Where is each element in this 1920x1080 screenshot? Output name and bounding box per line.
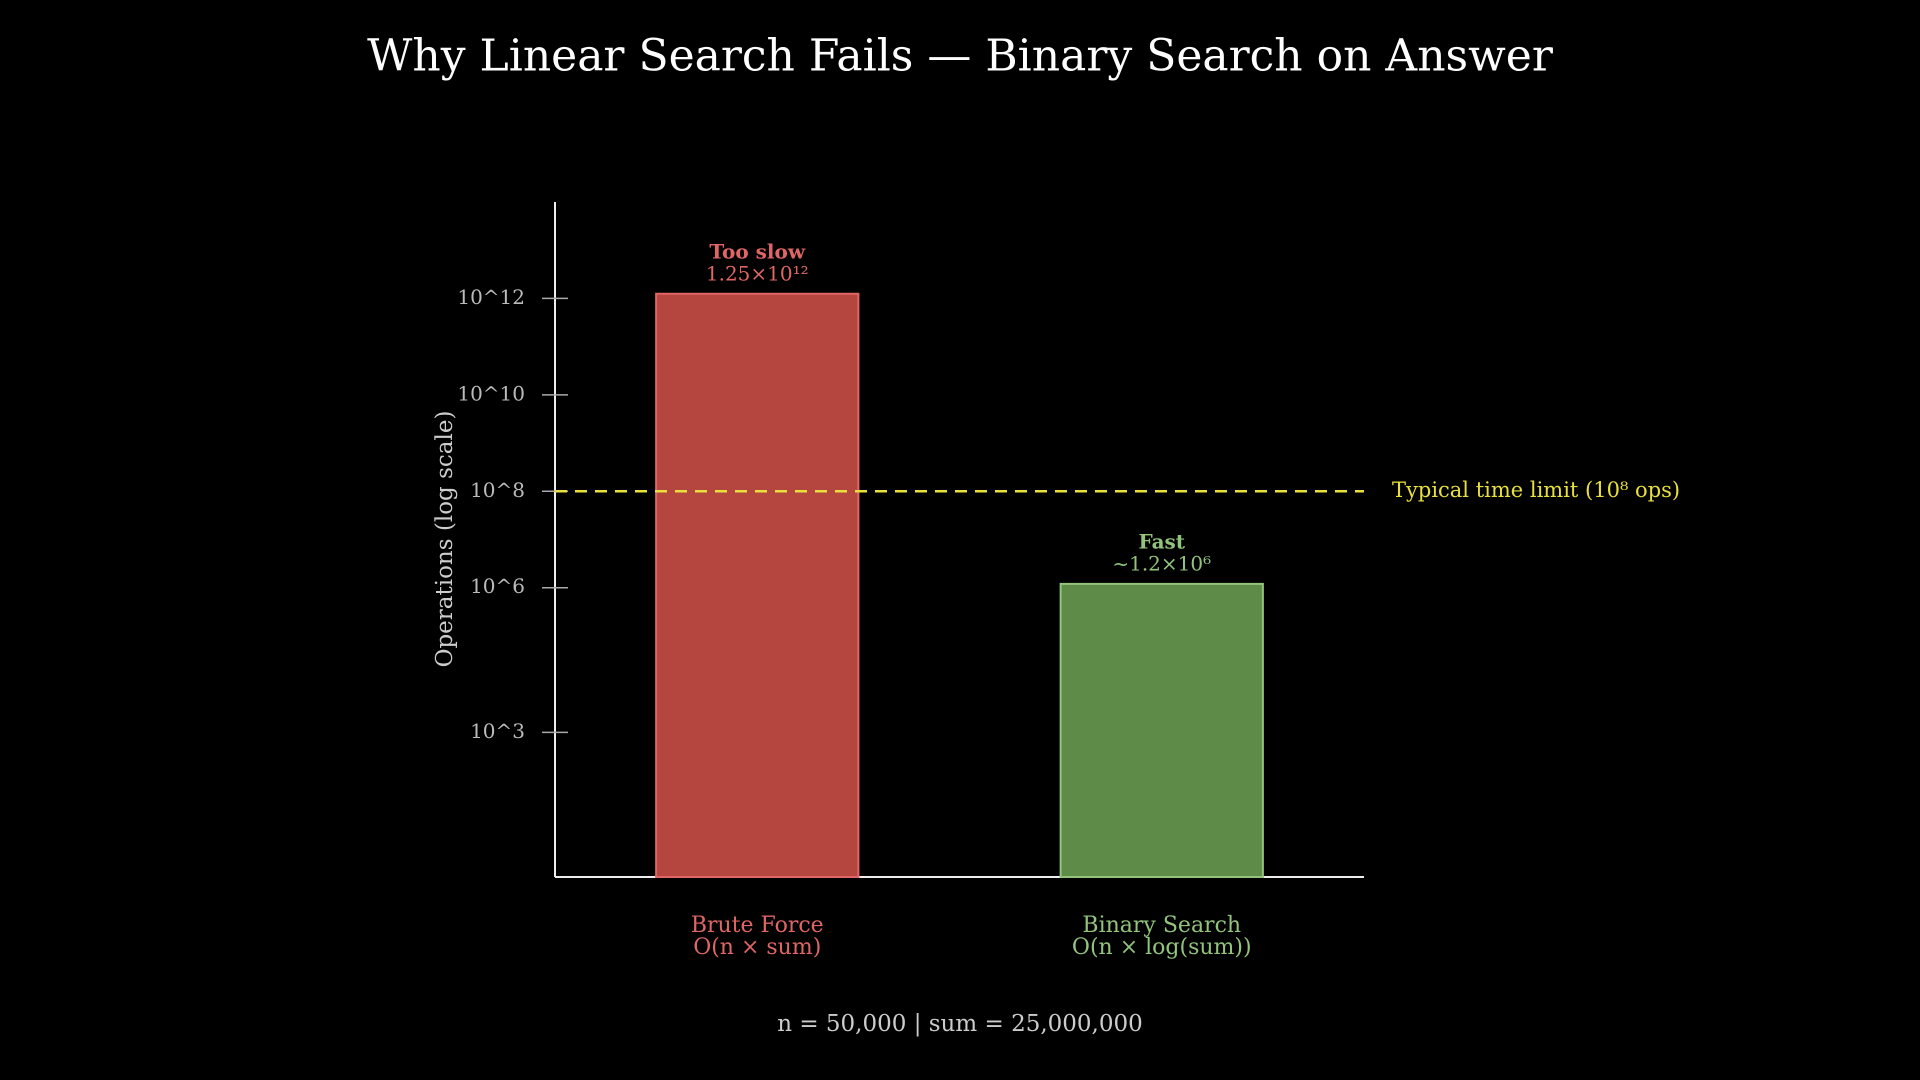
x-tick-label: Brute Force: [691, 913, 824, 938]
x-tick-sublabel: O(n × sum): [693, 935, 821, 960]
y-tick-label: 10^12: [457, 285, 525, 309]
threshold-label: Typical time limit (10⁸ ops): [1392, 478, 1680, 502]
value-label: ~1.2×10⁶: [1112, 551, 1211, 575]
bar-annotation: Too slow: [709, 239, 805, 263]
bar: [1059, 582, 1264, 878]
x-tick-sublabel: O(n × log(sum)): [1072, 935, 1252, 960]
bar-annotation: Fast: [1138, 529, 1185, 553]
value-label: 1.25×10¹²: [706, 261, 809, 285]
footnote: n = 50,000 | sum = 25,000,000: [777, 1011, 1143, 1037]
y-tick-label: 10^3: [470, 719, 525, 743]
y-tick-label: 10^10: [457, 381, 525, 405]
y-tick-label: 10^6: [470, 574, 525, 598]
bar: [655, 292, 860, 879]
y-tick-label: 10^8: [470, 478, 525, 502]
chart-title: Why Linear Search Fails — Binary Search …: [367, 31, 1554, 82]
x-tick-label: Binary Search: [1082, 913, 1241, 938]
y-axis-label: Operations (log scale): [432, 411, 458, 668]
